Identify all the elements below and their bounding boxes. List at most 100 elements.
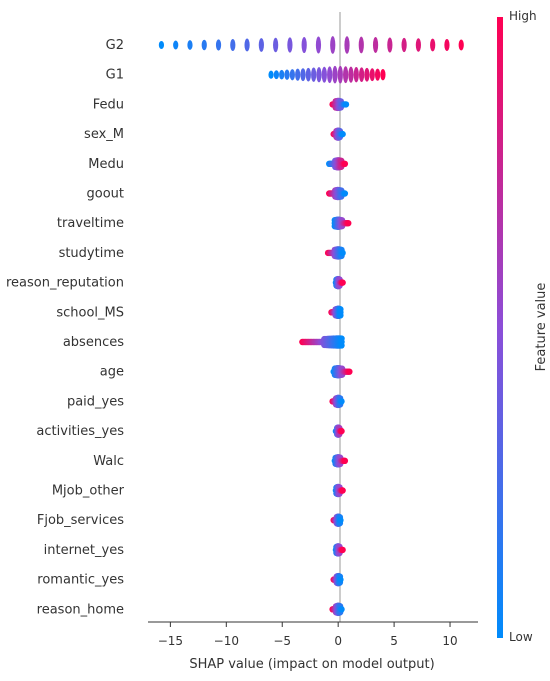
shap-point <box>359 67 365 82</box>
shap-point <box>338 398 345 405</box>
feature-label: romantic_yes <box>37 573 124 588</box>
feature-dots-reason_reputation <box>332 275 346 290</box>
shap-point <box>346 368 353 375</box>
shap-point <box>300 68 306 82</box>
shap-point <box>358 36 364 54</box>
feature-dots-traveltime <box>331 216 352 230</box>
shap-point <box>348 66 354 83</box>
shap-point <box>321 66 327 83</box>
shap-point <box>295 68 301 81</box>
x-tick-label: 5 <box>390 634 398 648</box>
feature-dots-reason_home <box>329 602 345 617</box>
feature-label: school_MS <box>56 305 124 320</box>
shap-point <box>337 306 344 313</box>
shap-point <box>279 69 285 80</box>
x-tick-label: −5 <box>273 634 291 648</box>
x-tick-label: −10 <box>214 634 239 648</box>
feature-label: Mjob_other <box>52 484 125 499</box>
shap-point <box>380 69 386 81</box>
x-tick-label: −15 <box>158 634 183 648</box>
feature-dots-Fedu <box>329 97 350 112</box>
feature-label: activities_yes <box>36 424 124 439</box>
x-tick-label: 10 <box>442 634 457 648</box>
shap-point <box>287 37 293 53</box>
feature-dots-activities_yes <box>332 424 345 438</box>
feature-label: absences <box>63 335 124 350</box>
feature-dots-studytime <box>324 246 346 260</box>
feature-dots-school_MS <box>328 305 344 320</box>
shap-point <box>337 312 344 319</box>
shap-point <box>201 39 207 51</box>
shap-point <box>444 39 450 51</box>
x-axis-title: SHAP value (impact on model output) <box>189 657 434 672</box>
feature-label: Medu <box>88 157 124 172</box>
shap-point <box>187 40 193 50</box>
shap-point <box>353 67 359 83</box>
shap-point <box>341 160 349 167</box>
feature-dots-age <box>330 364 353 379</box>
feature-dots-sex_M <box>330 127 346 141</box>
shap-point <box>337 65 343 84</box>
shap-point <box>374 68 381 81</box>
shap-point <box>415 38 421 52</box>
colorbar-high-label: High <box>509 9 537 23</box>
feature-rows: G2 G1 Fedu sex_M Medu goout traveltime studytim… <box>6 36 464 617</box>
shap-point <box>338 335 345 342</box>
feature-label: reason_home <box>37 602 124 617</box>
shap-point <box>372 37 379 53</box>
shap-point <box>345 220 352 227</box>
shap-point <box>332 65 338 84</box>
feature-label: Fedu <box>93 97 124 112</box>
shap-point <box>339 130 346 138</box>
shap-point <box>327 66 333 84</box>
shap-point <box>311 67 317 82</box>
feature-label: traveltime <box>57 216 124 231</box>
shap-point <box>339 279 346 286</box>
colorbar-low-label: Low <box>509 630 533 644</box>
shap-point <box>158 40 165 50</box>
feature-label: paid_yes <box>67 394 124 409</box>
feature-dots-paid_yes <box>329 394 345 409</box>
feature-dots-goout <box>326 186 349 201</box>
x-axis-ticks: −15 −10 −5 0 5 10 <box>158 622 458 648</box>
feature-dots-G2 <box>158 36 464 54</box>
feature-dots-G1 <box>268 65 386 84</box>
shap-point <box>337 517 344 524</box>
feature-label: Fjob_services <box>37 513 124 528</box>
shap-point <box>268 70 274 79</box>
shap-point <box>258 38 264 52</box>
shap-point <box>343 66 349 84</box>
shap-point <box>387 37 393 53</box>
shap-point <box>401 37 407 53</box>
shap-point <box>273 37 279 53</box>
colorbar-title: Feature value <box>534 283 549 372</box>
shap-point <box>430 38 436 52</box>
feature-dots-Walc <box>331 454 349 468</box>
x-tick-label: 0 <box>334 634 342 648</box>
shap-point <box>215 39 222 51</box>
shap-point <box>244 38 250 52</box>
feature-label: reason_reputation <box>6 276 124 291</box>
feature-dots-Medu <box>326 157 349 171</box>
feature-label: Walc <box>93 454 124 469</box>
shap-point <box>289 69 295 81</box>
shap-point <box>369 68 375 82</box>
shap-point <box>316 67 322 83</box>
shap-point <box>337 576 344 583</box>
shap-point <box>284 69 290 80</box>
feature-dots-romantic_yes <box>330 572 344 587</box>
shap-point <box>339 546 346 554</box>
feature-label: internet_yes <box>44 543 125 558</box>
shap-point <box>301 36 307 54</box>
shap-point <box>338 427 345 435</box>
feature-dots-absences <box>299 335 345 349</box>
feature-label: studytime <box>59 246 124 261</box>
shap-point <box>338 606 345 613</box>
shap-point <box>230 38 236 52</box>
feature-dots-Fjob_services <box>330 513 344 527</box>
feature-label: age <box>100 365 124 380</box>
feature-dots-Mjob_other <box>332 483 346 498</box>
shap-point <box>338 342 345 349</box>
